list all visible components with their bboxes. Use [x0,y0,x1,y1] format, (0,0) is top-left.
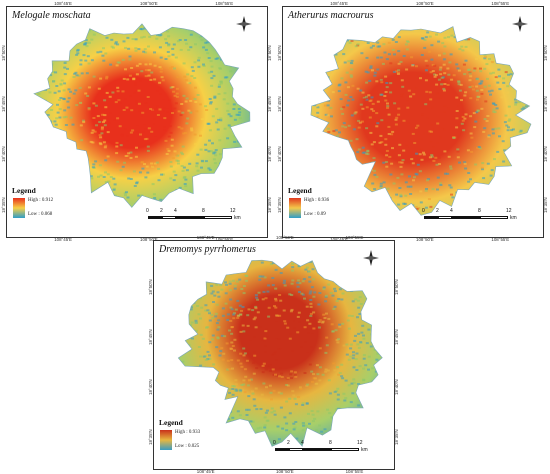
legend-high-label: High : 0.933 [175,430,201,435]
tick-label-top: 108°50'E [276,235,294,240]
tick-label-top: 108°55'E [215,1,234,6]
tick-label-top: 108°50'E [140,1,158,6]
tick-label-left: 18°50'N [277,45,282,61]
tick-label-right: 18°40'N [543,146,548,163]
tick-label-top: 108°55'E [345,235,364,240]
scale-bar-segment [162,216,176,219]
scale-bar-segment [176,216,204,219]
scale-label: 4 [450,208,453,214]
tick-label-right: 18°50'N [394,279,399,295]
scale-label: 12 [506,208,512,214]
tick-label-left: 18°45'N [1,96,6,112]
map-title: Atherurus macrourus [288,10,374,21]
scale-label: 8 [478,208,481,214]
scale-label: 0 [273,440,276,446]
tick-label-bottom: 108°55'E [491,237,510,242]
legend-high-label: High : 0.936 [304,198,330,203]
tick-label-right: 18°45'N [267,96,272,112]
scale-bar-segment [424,216,438,219]
tick-label-right: 18°40'N [394,379,399,395]
legend-low-label: Low : 0.025 [175,444,200,449]
legend-title: Legend [12,186,36,195]
tick-label-left: 18°40'N [148,379,153,395]
tick-label-left: 18°40'N [1,146,6,163]
tick-label-left: 18°45'N [277,96,282,112]
scale-label: 2 [436,208,439,214]
tick-label-top: 108°45'E [330,1,348,6]
tick-label-left: 18°45'N [148,329,153,345]
map-frame [153,240,395,470]
tick-label-right: 18°45'N [394,329,399,345]
suitability-map [177,259,383,447]
scale-unit: km [234,215,241,221]
tick-label-top: 108°45'E [54,1,72,6]
scale-bar-segment [480,216,508,219]
tick-label-bottom: 108°50'E [276,469,294,474]
map-panel-melogale [6,6,268,238]
scale-label: 8 [329,440,332,446]
tick-label-right: 18°35'N [267,197,272,213]
scale-label: 0 [146,208,149,214]
scale-unit: km [510,215,517,221]
scale-label: 4 [174,208,177,214]
suitability-map [310,26,532,216]
scale-bar-segment [148,216,162,219]
legend-title: Legend [159,418,183,427]
scale-bar-segment [452,216,480,219]
legend-low-label: Low : 0.068 [28,212,53,217]
map-panel-dremomys [153,240,395,470]
legend-low-label: Low : 0.09 [304,212,326,217]
tick-label-left: 18°35'N [148,429,153,446]
scale-label: 2 [287,440,290,446]
scale-bar-segment [438,216,452,219]
map-panel-atherurus [282,6,544,238]
tick-label-left: 18°40'N [277,146,282,163]
tick-label-bottom: 108°55'E [345,469,364,474]
tick-label-top: 108°55'E [491,1,510,6]
tick-label-left: 18°50'N [148,279,153,295]
tick-label-bottom: 108°50'E [416,237,434,242]
map-frame [282,6,544,238]
tick-label-right: 18°40'N [267,146,272,163]
scale-unit: km [361,447,368,453]
scale-label: 12 [230,208,236,214]
map-title: Melogale moschata [12,10,91,21]
legend-gradient [13,198,25,218]
scale-label: 12 [357,440,363,446]
tick-label-right: 18°35'N [394,429,399,446]
tick-label-left: 18°50'N [1,45,6,61]
tick-label-left: 18°35'N [1,197,6,213]
scale-bar-segment [331,448,359,451]
scale-bar-segment [303,448,331,451]
legend-gradient [289,198,301,218]
scale-bar-segment [204,216,232,219]
legend-gradient [160,430,172,450]
tick-label-top: 108°45'E [196,235,215,240]
scale-label: 0 [422,208,425,214]
north-arrow-icon [363,250,379,266]
north-arrow-icon [236,16,252,32]
tick-label-right: 18°50'N [267,45,272,61]
tick-label-right: 18°45'N [543,96,548,112]
tick-label-bottom: 108°50'E [140,237,158,242]
map-frame [6,6,268,238]
tick-label-right: 18°50'N [543,45,548,61]
scale-label: 4 [301,440,304,446]
tick-label-bottom: 108°45'E [54,237,72,242]
tick-label-left: 18°35'N [277,197,282,213]
tick-label-right: 18°35'N [543,197,548,213]
map-title: Dremomys pyrrhomerus [159,244,256,255]
scale-label: 8 [202,208,205,214]
north-arrow-icon [512,16,528,32]
suitability-map [33,23,251,208]
scale-bar-segment [289,448,303,451]
scale-label: 2 [160,208,163,214]
tick-label-top: 108°50'E [416,1,434,6]
legend-high-label: High : 0.912 [28,198,54,203]
tick-label-bottom: 108°45'E [196,469,215,474]
scale-bar-segment [275,448,289,451]
legend-title: Legend [288,186,312,195]
tick-label-bottom: 108°45'E [330,237,348,242]
tick-label-bottom: 108°55'E [215,237,234,242]
